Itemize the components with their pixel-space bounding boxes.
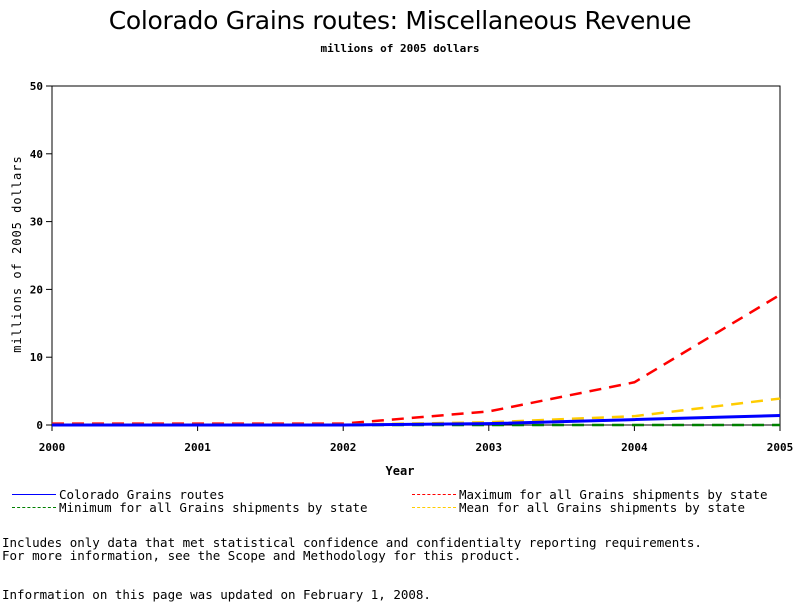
x-axis-label: Year bbox=[385, 464, 415, 478]
series-line-colorado-grains-routes bbox=[52, 414, 781, 427]
x-tick-label-2002: 2002 bbox=[330, 441, 357, 454]
legend-swatch-minimum bbox=[12, 506, 56, 508]
legend-item-minimum: Minimum for all Grains shipments by stat… bbox=[12, 499, 368, 515]
y-tick-label-20: 20 bbox=[30, 283, 43, 296]
x-tick-label-2000: 2000 bbox=[39, 441, 66, 454]
y-tick-label-10: 10 bbox=[30, 351, 43, 364]
series-line-mean-for-all-grains-shipments-by-state bbox=[52, 397, 781, 426]
note-methodology: For more information, see the Scope and … bbox=[2, 548, 522, 563]
x-tick-label-2003: 2003 bbox=[476, 441, 503, 454]
x-tick-label-2004: 2004 bbox=[621, 441, 648, 454]
chart-title: Colorado Grains routes: Miscellaneous Re… bbox=[108, 6, 692, 35]
y-tick-label-30: 30 bbox=[30, 216, 43, 229]
y-tick-label-0: 0 bbox=[36, 419, 43, 432]
legend-swatch-maximum bbox=[412, 493, 456, 495]
legend-item-maximum: Maximum for all Grains shipments by stat… bbox=[412, 486, 768, 502]
legend-label-mean: Mean for all Grains shipments by state bbox=[459, 499, 745, 515]
legend-item-colorado: Colorado Grains routes bbox=[12, 486, 225, 502]
legend-label-colorado: Colorado Grains routes bbox=[59, 486, 225, 502]
y-tick-label-40: 40 bbox=[30, 148, 43, 161]
legend-swatch-mean bbox=[412, 506, 456, 508]
legend-label-minimum: Minimum for all Grains shipments by stat… bbox=[59, 499, 368, 515]
plot-frame bbox=[51, 85, 781, 426]
legend-item-mean: Mean for all Grains shipments by state bbox=[412, 499, 745, 515]
y-tick-label-50: 50 bbox=[30, 80, 43, 93]
chart-plot: 0 10 20 30 40 50 2000 2001 2002 2003 2004 2005 bbox=[30, 80, 794, 454]
series-line-maximum-for-all-grains-shipments-by-state bbox=[52, 293, 781, 425]
x-tick-label-2001: 2001 bbox=[184, 441, 211, 454]
chart-subtitle: millions of 2005 dollars bbox=[320, 42, 480, 55]
x-tick-label-2005: 2005 bbox=[767, 441, 794, 454]
legend-label-maximum: Maximum for all Grains shipments by stat… bbox=[459, 486, 768, 502]
legend-swatch-colorado bbox=[12, 493, 56, 495]
note-confidence: Includes only data that met statistical … bbox=[2, 535, 702, 550]
y-axis-label: millions of 2005 dollars bbox=[10, 155, 24, 353]
note-updated: Information on this page was updated on … bbox=[2, 587, 431, 602]
